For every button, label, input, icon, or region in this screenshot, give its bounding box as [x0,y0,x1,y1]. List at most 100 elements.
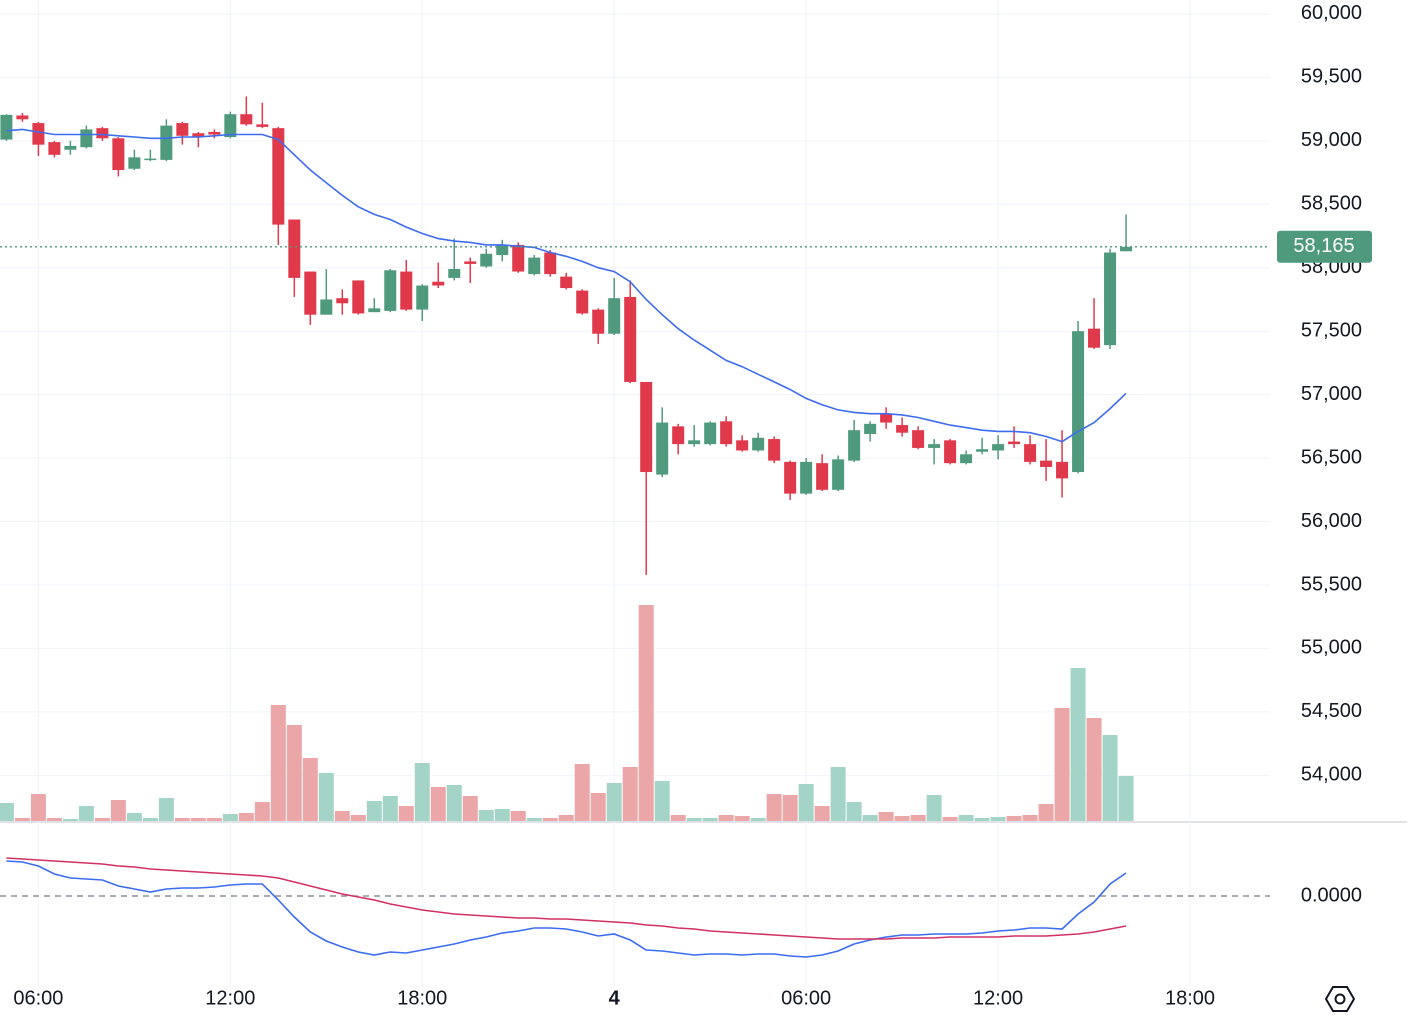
volume-bar [638,605,654,821]
indicator-line [6,857,1127,940]
volume-bar [830,767,846,821]
y-tick-label: 55,500 [1301,573,1362,595]
last-price-label: 58,165 [1293,235,1354,257]
candle-body [800,461,813,494]
candle-body [208,131,221,135]
volume-bar [398,806,414,821]
volume-bar [94,818,110,821]
y-tick-label: 57,500 [1301,319,1362,341]
volume-bar [974,818,990,821]
candle-body [880,413,893,423]
labels: 06:00 12:00 18:00 4 06:00 12:00 18:00 54,000 54,… [13,2,1372,1009]
volume-bar [878,812,894,821]
volume-bar [1102,735,1118,821]
candle-body [272,128,285,225]
candle-body [416,285,429,310]
candle-body [736,440,749,451]
candle-body [960,454,973,464]
volume-bar [574,764,590,821]
volume-bar [798,784,814,821]
candle-body [832,459,845,490]
candle-body [240,114,253,125]
candle-body [896,425,909,433]
volume-bar [46,818,62,821]
candle-body [640,381,653,473]
volume-bar [110,800,126,821]
candle-body [384,270,397,311]
volume-bar [382,796,398,821]
volume-bar [238,813,254,821]
volume-bar [350,815,366,821]
candle-body [256,124,269,127]
volume-bar [926,795,942,821]
x-tick-label: 06:00 [781,987,831,1009]
candle-body [624,296,637,382]
candle-body [544,252,557,275]
x-tick-label: 06:00 [13,987,63,1009]
candle-body [480,253,493,267]
volume-bar [894,816,910,821]
x-tick-label: 12:00 [973,987,1023,1009]
candle-body [496,244,509,256]
candle-body [1072,331,1085,473]
volume-bar [814,806,830,821]
candle-body [320,299,333,315]
volume-bar [1022,815,1038,821]
candle-body [448,269,461,278]
volume-bar [510,811,526,821]
indicator-line [6,860,1127,958]
volume-bar [62,819,78,821]
candle-body [608,298,621,334]
candle-body [288,219,301,278]
volume-bar [158,798,174,821]
candle-body [976,449,989,452]
candle-body [0,114,13,140]
y-tick-label: 56,000 [1301,510,1362,532]
volume-bar [14,818,30,821]
candle-body [1104,252,1117,346]
volume-bar [942,817,958,821]
candle-body [1024,444,1037,462]
volume-bar [430,787,446,821]
volume-bar [206,818,222,821]
candle-body [912,430,925,448]
y-tick-label: 60,000 [1301,2,1362,24]
volume-bar [478,810,494,821]
settings-button[interactable] [1324,986,1356,1012]
volume-bar [366,801,382,821]
volume-bar [590,793,606,821]
volume-bar [446,785,462,821]
volume-bar [494,809,510,821]
candle-body [672,426,685,445]
volume-bar [334,811,350,821]
candle-body [464,261,477,264]
candle-body [304,271,317,315]
candle-body [336,298,349,304]
last-price-badge [1277,230,1372,263]
candle-body [784,461,797,494]
candle-body [768,439,781,461]
volume-bar [302,758,318,821]
volume-bar [686,818,702,821]
volume-bar [222,814,238,821]
y-tick-label: 55,000 [1301,637,1362,659]
volume-bar [190,818,206,821]
candle-body [1040,460,1053,467]
volume-bar [846,802,862,821]
candle-body [928,444,941,448]
candle-body [32,123,45,145]
candle-body [176,123,189,136]
candle-body [576,290,589,314]
volume-bar [750,818,766,821]
volume-bar [606,783,622,821]
volume-bar [78,806,94,821]
volume-bar [766,794,782,821]
candle-body [368,308,381,313]
candle-body [128,157,141,169]
candle-body [352,280,365,314]
candle-body [688,440,701,445]
volume-bar [702,818,718,821]
volume-bar [1118,776,1134,821]
y-tick-label: 56,500 [1301,446,1362,468]
